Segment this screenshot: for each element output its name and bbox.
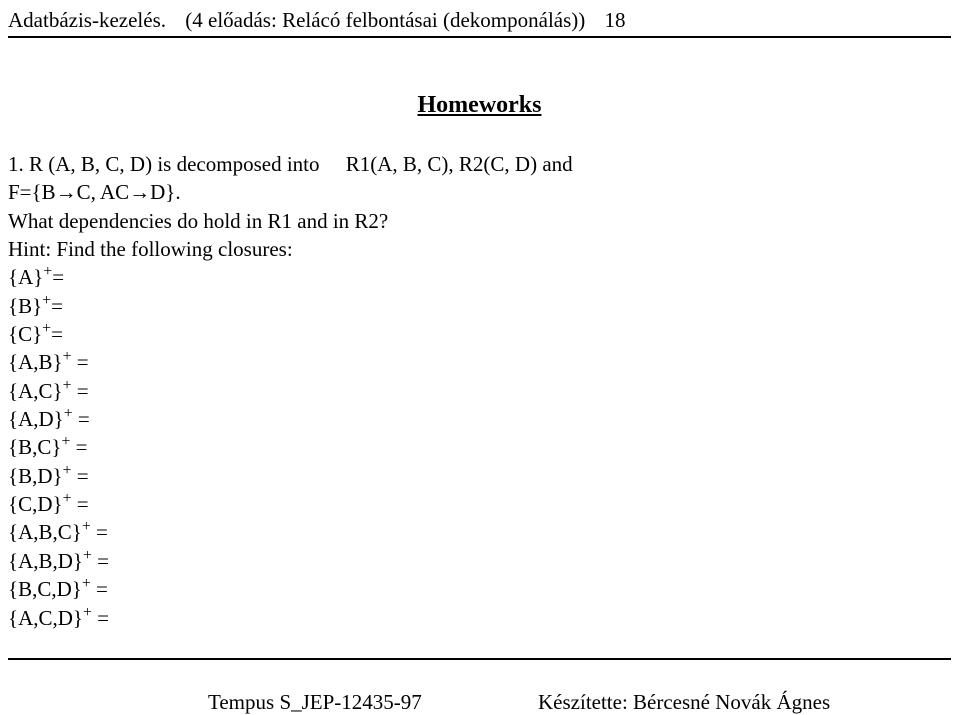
equals: = — [91, 520, 108, 544]
closure-set: {A,D} — [8, 407, 64, 431]
page: Adatbázis-kezelés. (4 előadás: Relácó fe… — [0, 0, 959, 700]
bottom-rule — [8, 658, 951, 660]
header: Adatbázis-kezelés. (4 előadás: Relácó fe… — [8, 8, 951, 33]
closure-item: {B}+= — [8, 292, 951, 320]
question: What dependencies do hold in R1 and in R… — [8, 207, 951, 235]
closure-item: {C}+= — [8, 320, 951, 348]
equals: = — [52, 265, 64, 289]
closure-item: {A,C}+ = — [8, 377, 951, 405]
footer-author: Készítette: Bércesné Novák Ágnes — [538, 690, 830, 715]
closure-set: {B,D} — [8, 464, 63, 488]
closure-list: {A}+= {B}+= {C}+= {A,B}+ = {A,C}+ = {A,D… — [8, 263, 951, 631]
closure-set: {B} — [8, 294, 42, 318]
closure-set: {A,B} — [8, 350, 63, 374]
header-course: Adatbázis-kezelés. — [8, 8, 166, 32]
closure-set: {A,B,C} — [8, 520, 82, 544]
closure-item: {A,C,D}+ = — [8, 604, 951, 632]
problem-prefix: 1. R (A, B, C, D) is decomposed into — [8, 152, 319, 176]
plus-superscript: + — [43, 263, 52, 280]
closure-item: {A,B}+ = — [8, 348, 951, 376]
closure-set: {C} — [8, 322, 42, 346]
closure-set: {B,C,D} — [8, 577, 82, 601]
equals: = — [92, 549, 109, 573]
header-lecture: (4 előadás: Relácó felbontásai (dekompon… — [185, 8, 585, 32]
equals: = — [73, 407, 90, 431]
closure-set: {B,C} — [8, 435, 61, 459]
problem-suffix: R1(A, B, C), R2(C, D) and — [346, 152, 573, 176]
problem-line-1: 1. R (A, B, C, D) is decomposed into R1(… — [8, 150, 951, 178]
closure-set: {A,B,D} — [8, 549, 83, 573]
closure-item: {B,D}+ = — [8, 462, 951, 490]
plus-superscript: + — [61, 433, 70, 450]
plus-superscript: + — [42, 292, 51, 309]
equals: = — [51, 294, 63, 318]
hint: Hint: Find the following closures: — [8, 235, 951, 263]
page-title: Homeworks — [0, 92, 959, 119]
equals: = — [91, 577, 108, 601]
closure-item: {A,B,C}+ = — [8, 518, 951, 546]
closure-item: {A,D}+ = — [8, 405, 951, 433]
footer-project: Tempus S_JEP-12435-97 — [208, 690, 422, 715]
closure-item: {B,C}+ = — [8, 433, 951, 461]
closure-set: {A} — [8, 265, 43, 289]
equals: = — [70, 435, 87, 459]
plus-superscript: + — [64, 405, 73, 422]
equals: = — [92, 606, 109, 630]
closure-item: {A,B,D}+ = — [8, 547, 951, 575]
closure-set: {C,D} — [8, 492, 63, 516]
equals: = — [71, 492, 88, 516]
closure-item: {A}+= — [8, 263, 951, 291]
plus-superscript: + — [42, 320, 51, 337]
top-rule — [8, 36, 951, 38]
closure-set: {A,C,D} — [8, 606, 83, 630]
closure-set: {A,C} — [8, 379, 63, 403]
body: 1. R (A, B, C, D) is decomposed into R1(… — [8, 150, 951, 632]
equals: = — [71, 379, 88, 403]
equals: = — [71, 350, 88, 374]
closure-item: {B,C,D}+ = — [8, 575, 951, 603]
header-page-number: 18 — [605, 8, 626, 32]
equals: = — [71, 464, 88, 488]
closure-item: {C,D}+ = — [8, 490, 951, 518]
plus-superscript: + — [83, 604, 92, 621]
plus-superscript: + — [82, 575, 91, 592]
fd-set: F={B→C, AC→D}. — [8, 178, 951, 206]
plus-superscript: + — [83, 547, 92, 564]
plus-superscript: + — [82, 518, 91, 535]
equals: = — [51, 322, 63, 346]
